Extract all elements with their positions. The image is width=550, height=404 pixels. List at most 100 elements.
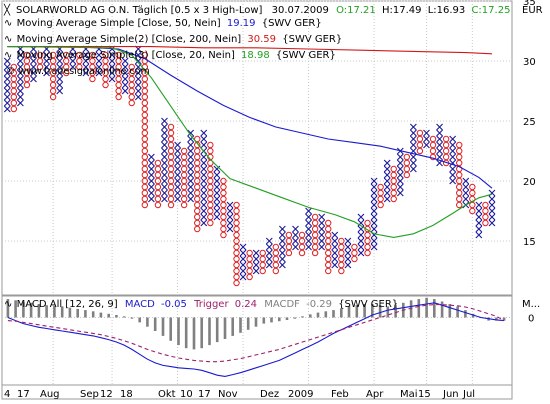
pnf-o-mark (207, 195, 214, 203)
pnf-x-mark (174, 159, 181, 167)
time-axis-label: 17 (17, 389, 30, 400)
pnf-o-mark (10, 87, 18, 95)
pnf-x-mark (383, 195, 391, 203)
pnf-o-mark (298, 231, 306, 239)
pnf-o-mark (63, 63, 70, 71)
pnf-x-mark (95, 69, 103, 77)
macd-hist-bar (363, 304, 366, 318)
ma20-exchange: {SWV GER} (276, 50, 336, 61)
macd-hist-bar (246, 317, 250, 330)
macd-hist-bar (371, 304, 374, 318)
pnf-o-mark (403, 165, 411, 173)
pnf-o-mark (194, 147, 201, 155)
pnf-x-mark (121, 57, 129, 65)
pnf-o-mark (233, 279, 240, 287)
pnf-x-mark (108, 75, 116, 83)
macd-hist-bar (278, 317, 281, 322)
pnf-x-mark (331, 243, 339, 251)
ma20-line (7, 46, 493, 238)
pnf-x-column (318, 213, 326, 251)
ma-icon: ∿ (4, 18, 12, 29)
pnf-x-mark (3, 69, 11, 77)
trigger-line (7, 304, 505, 363)
pnf-o-mark (115, 57, 122, 65)
trigger-label: Trigger (193, 299, 229, 310)
pnf-x-mark (488, 207, 496, 215)
pnf-x-mark (226, 225, 234, 233)
pnf-o-mark (141, 201, 149, 209)
pnf-x-mark (331, 261, 339, 269)
pnf-o-mark (154, 171, 162, 179)
pnf-o-column (180, 147, 188, 209)
pnf-o-mark (390, 189, 397, 197)
macd-hist-bar (122, 316, 126, 318)
pnf-o-mark (115, 69, 122, 77)
pnf-o-mark (63, 51, 70, 59)
pnf-x-mark (200, 141, 208, 149)
pnf-x-mark (239, 273, 247, 281)
pnf-o-mark (311, 231, 319, 239)
pnf-x-column (134, 45, 142, 101)
pnf-x-mark (265, 249, 273, 257)
pnf-x-column (423, 129, 430, 149)
pnf-o-mark (194, 219, 201, 227)
pnf-x-mark (475, 219, 483, 227)
pnf-x-mark (134, 93, 142, 101)
pnf-x-mark (252, 267, 260, 275)
pnf-o-column (456, 141, 463, 209)
pnf-o-mark (233, 231, 240, 239)
pnf-x-mark (3, 105, 11, 113)
pnf-o-column (167, 123, 175, 209)
macd-hist-bar (417, 299, 421, 318)
pnf-x-column (147, 153, 155, 203)
pnf-o-mark (311, 219, 319, 227)
pnf-o-column (298, 231, 306, 257)
pnf-x-mark (95, 57, 103, 65)
pnf-o-mark (456, 201, 463, 209)
pnf-o-mark (128, 93, 135, 101)
pnf-x-mark (200, 129, 208, 137)
pnf-x-mark (383, 159, 391, 167)
pnf-o-mark (311, 225, 319, 233)
header-date: 30.07.2009 (272, 5, 329, 16)
pnf-x-mark (147, 159, 155, 167)
pnf-x-mark (213, 207, 221, 215)
pnf-x-mark (396, 171, 404, 179)
pnf-x-mark (200, 171, 208, 179)
pnf-o-mark (298, 249, 306, 257)
pnf-o-mark (154, 177, 162, 185)
pnf-o-mark (141, 183, 149, 191)
pnf-o-mark (207, 207, 214, 215)
pnf-x-mark (200, 165, 208, 173)
pnf-x-mark (344, 255, 352, 263)
macd-hist-bar (200, 317, 203, 349)
price-tick-label: 15 (523, 237, 536, 248)
macd-hist-bar (6, 299, 10, 318)
pnf-x-column (213, 165, 221, 221)
pnf-o-column (272, 243, 280, 275)
pnf-x-mark (318, 231, 326, 239)
pnf-o-mark (377, 195, 384, 203)
pnf-o-column (233, 201, 240, 287)
pnf-x-mark (370, 219, 378, 227)
pnf-o-mark (23, 75, 31, 83)
pnf-o-mark (246, 273, 253, 281)
moving-average-lines (7, 46, 493, 238)
pnf-o-mark (456, 147, 463, 155)
pnf-o-mark (141, 75, 149, 83)
pnf-o-mark (325, 231, 332, 239)
pnf-x-mark (278, 225, 286, 233)
pnf-o-mark (364, 249, 371, 257)
macd-hist-bar (355, 305, 359, 318)
pnf-o-mark (233, 273, 240, 281)
pnf-o-mark (325, 267, 332, 275)
pnf-columns (3, 45, 496, 287)
pnf-o-mark (128, 69, 135, 77)
symbol-title: SOLARWORLD AG O.N. Täglich [0.5 x 3 High… (16, 5, 510, 16)
pnf-o-mark (364, 231, 371, 239)
pnf-x-mark (161, 177, 168, 185)
pnf-o-mark (442, 135, 450, 143)
pnf-x-mark (239, 249, 247, 257)
pnf-o-mark (338, 237, 345, 245)
pnf-x-mark (30, 63, 37, 71)
